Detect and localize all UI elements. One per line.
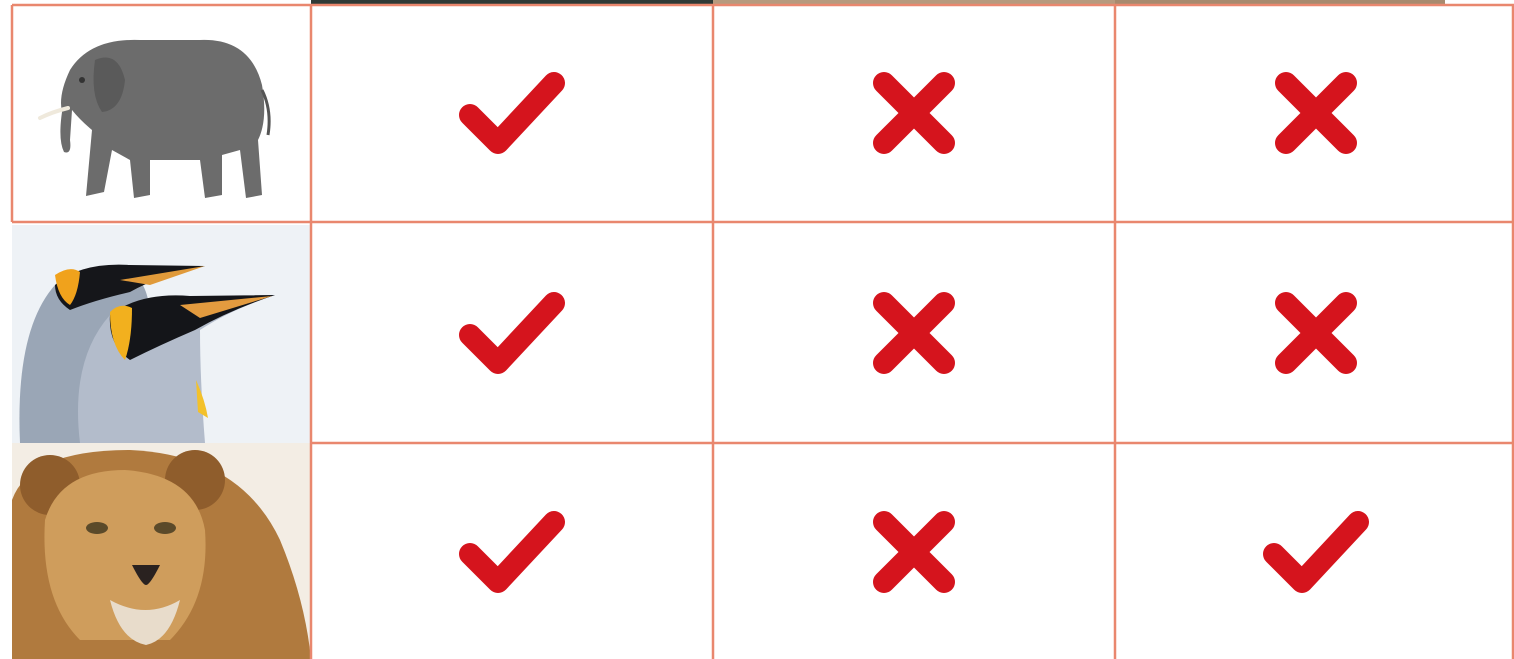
check-stroke [470, 522, 554, 582]
elephant-image [40, 40, 269, 198]
check-stroke [470, 303, 554, 363]
cross-stroke [884, 83, 944, 143]
penguin-image [12, 225, 311, 443]
cross-mark [884, 522, 944, 582]
check-mark [1274, 522, 1358, 582]
cross-mark [1286, 303, 1346, 363]
check-mark [470, 83, 554, 143]
check-mark [470, 303, 554, 363]
page: (() => { const data = JSON.parse(documen… [0, 0, 1514, 659]
cross-stroke [884, 522, 944, 582]
cross-stroke [1286, 83, 1346, 143]
cross-mark [884, 83, 944, 143]
cross-mark [884, 303, 944, 363]
check-stroke [1274, 522, 1358, 582]
lion-image [12, 443, 311, 659]
cross-mark [1286, 83, 1346, 143]
check-mark [470, 522, 554, 582]
check-stroke [470, 83, 554, 143]
cross-stroke [1286, 303, 1346, 363]
comparison-table [0, 0, 1514, 659]
cross-stroke [884, 303, 944, 363]
